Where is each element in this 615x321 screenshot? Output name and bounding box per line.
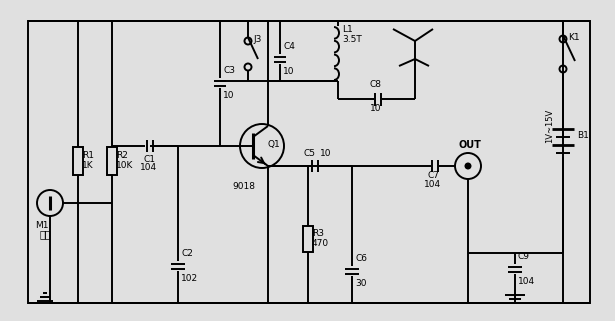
Text: 104: 104 <box>518 277 535 286</box>
Text: 104: 104 <box>424 180 442 189</box>
Text: L1: L1 <box>342 25 353 34</box>
Text: C7: C7 <box>427 171 439 180</box>
Text: Q1: Q1 <box>267 140 280 149</box>
Bar <box>107 147 117 175</box>
Bar <box>303 226 313 252</box>
Text: R2: R2 <box>116 152 128 160</box>
Bar <box>28 21 590 303</box>
Text: 1K: 1K <box>82 161 93 170</box>
Text: 10: 10 <box>223 91 234 100</box>
Text: OUT: OUT <box>459 140 482 150</box>
Text: 10: 10 <box>370 104 382 113</box>
Text: 470: 470 <box>312 239 329 248</box>
Text: C4: C4 <box>283 42 295 51</box>
Text: C2: C2 <box>181 249 193 258</box>
Text: 1V~15V: 1V~15V <box>546 109 555 143</box>
Text: K1: K1 <box>568 32 579 41</box>
Text: M1: M1 <box>35 221 49 230</box>
Text: C1: C1 <box>143 155 155 164</box>
Text: 10: 10 <box>283 67 295 76</box>
Text: 10K: 10K <box>116 161 133 170</box>
Circle shape <box>464 162 472 169</box>
Bar <box>73 147 83 175</box>
Text: 话筒: 话筒 <box>39 229 51 239</box>
Text: 3.5T: 3.5T <box>342 35 362 44</box>
Text: C6: C6 <box>355 254 367 263</box>
Text: 10: 10 <box>320 149 331 158</box>
Text: 30: 30 <box>355 279 367 288</box>
Text: C3: C3 <box>223 66 235 75</box>
Text: R3: R3 <box>312 230 324 239</box>
Text: C8: C8 <box>370 80 382 89</box>
Text: 102: 102 <box>181 274 198 283</box>
Text: C5: C5 <box>303 149 315 158</box>
Text: R1: R1 <box>82 152 94 160</box>
Text: 104: 104 <box>140 163 157 172</box>
Text: 9018: 9018 <box>232 182 255 191</box>
Text: J3: J3 <box>253 34 261 44</box>
Text: C9: C9 <box>518 252 530 261</box>
Text: B1: B1 <box>577 131 589 140</box>
